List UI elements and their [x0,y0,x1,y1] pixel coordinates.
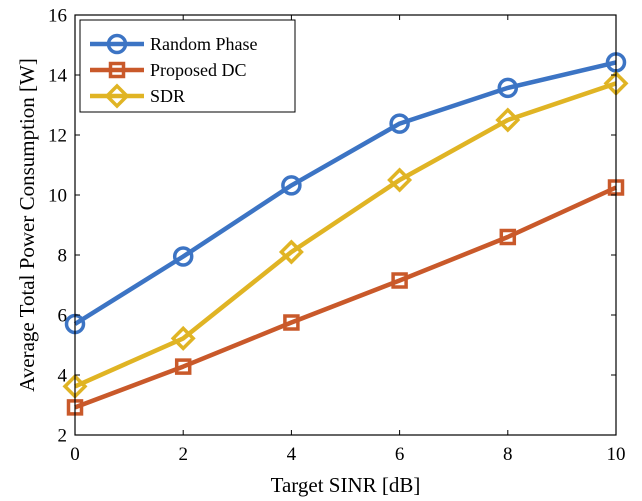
data-point [283,314,300,331]
y-axis-ticks: 2 4 6 8 10 12 14 16 [48,6,616,447]
axes-box [74,14,617,436]
data-point [278,239,304,265]
x-tick-label: 2 [178,444,188,465]
y-tick-label: 14 [48,66,68,87]
legend-label: SDR [150,86,185,106]
data-point [170,325,196,351]
x-tick-label: 10 [607,444,626,465]
data-point [389,113,410,134]
data-point [497,77,519,99]
legend-entry: Proposed DC [90,60,247,80]
data-point [499,228,517,246]
legend-label: Random Phase [150,34,258,54]
x-tick-label: 8 [503,444,513,465]
y-tick-label: 4 [58,366,68,387]
series-line [74,185,617,410]
data-point [495,107,521,133]
y-tick-label: 10 [48,186,67,207]
legend-label: Proposed DC [150,60,247,80]
series-sdr [62,70,629,399]
y-tick-label: 8 [58,246,68,267]
series-line [73,60,617,326]
legend-marker [104,83,130,109]
legend-marker [106,33,128,55]
x-axis-ticks: 0 2 4 6 8 10 [70,15,626,465]
legend: Random Phase Proposed DC SDR [79,19,296,113]
y-tick-label: 12 [48,126,67,147]
data-point [391,272,408,289]
y-tick-label: 16 [48,6,67,27]
legend-entry: Random Phase [90,33,258,55]
data-point [281,175,302,196]
x-tick-label: 6 [395,444,405,465]
legend-marker [108,61,126,79]
y-axis-label: Average Total Power Consumption [W] [15,58,39,392]
legend-entry: SDR [90,83,185,109]
x-tick-label: 4 [287,444,297,465]
x-axis-label: Target SINR [dB] [271,473,421,497]
x-tick-label: 0 [70,444,80,465]
data-point [174,358,192,375]
y-tick-label: 2 [58,426,68,447]
data-point [172,246,194,267]
series-line [74,81,617,389]
y-tick-label: 6 [58,306,68,327]
data-point [387,167,413,193]
axes [74,14,617,436]
